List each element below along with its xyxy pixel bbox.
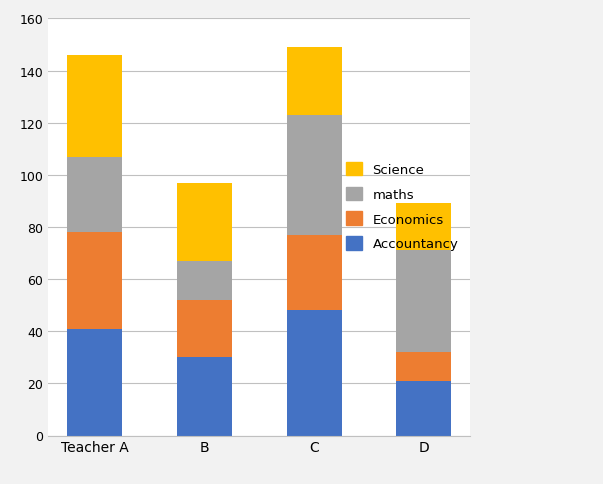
Bar bbox=[396, 204, 451, 251]
Bar bbox=[177, 358, 232, 436]
Bar bbox=[286, 116, 341, 235]
Bar bbox=[177, 300, 232, 358]
Bar bbox=[68, 329, 122, 436]
Bar bbox=[68, 56, 122, 157]
Bar bbox=[177, 183, 232, 261]
Bar bbox=[286, 311, 341, 436]
Bar bbox=[177, 261, 232, 300]
Bar bbox=[396, 352, 451, 381]
Bar bbox=[68, 157, 122, 233]
Bar bbox=[68, 233, 122, 329]
Bar bbox=[396, 381, 451, 436]
Bar bbox=[396, 251, 451, 352]
Bar bbox=[286, 235, 341, 311]
Legend: Science, maths, Economics, Accountancy: Science, maths, Economics, Accountancy bbox=[341, 157, 464, 256]
Bar bbox=[286, 48, 341, 116]
